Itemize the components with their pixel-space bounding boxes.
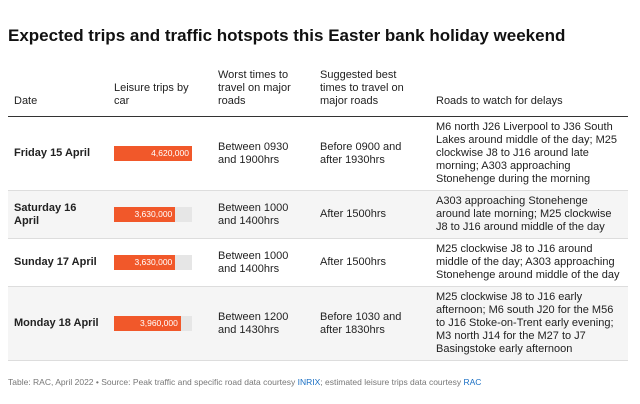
table-row: Sunday 17 April 3,630,000 Between 1000 and…: [8, 238, 628, 287]
column-header: Roads to watch for delays: [430, 62, 628, 117]
best-times-cell: Before 0900 and after 1930hrs: [314, 116, 430, 191]
footer-link[interactable]: RAC: [463, 377, 482, 387]
bar: 3,960,000: [114, 316, 181, 331]
roads-cell: M25 clockwise J8 to J16 around middle of…: [430, 238, 628, 287]
table: Date Leisure trips by car Worst times to t…: [8, 62, 628, 361]
footer: Table: RAC, April 2022 • Source: Peak tr…: [8, 377, 481, 387]
worst-times-cell: Between 1000 and 1400hrs: [212, 238, 314, 287]
bar-track: 4,620,000: [114, 146, 192, 161]
worst-times-cell: Between 0930 and 1900hrs: [212, 116, 314, 191]
bar-label: 4,620,000: [151, 148, 189, 158]
column-header: Leisure trips by car: [108, 62, 212, 117]
date-cell: Monday 18 April: [8, 286, 108, 361]
title: Expected trips and traffic hotspots this…: [8, 26, 566, 45]
footer-link[interactable]: INRIX: [297, 377, 321, 387]
best-times-cell: After 1500hrs: [314, 238, 430, 287]
column-header: Worst times to travel on major roads: [212, 62, 314, 117]
roads-cell: M6 north J26 Liverpool to J36 South Lake…: [430, 116, 628, 191]
bar: 3,630,000: [114, 207, 176, 222]
bar-label: 3,630,000: [134, 257, 173, 267]
footer-text: Table: RAC, April 2022 • Source: Peak tr…: [8, 377, 298, 387]
column-header: Suggested best times to travel on major …: [314, 62, 430, 117]
date-cell: Friday 15 April: [8, 116, 108, 191]
bar-track: 3,960,000: [114, 316, 192, 331]
best-times-cell: After 1500hrs: [314, 190, 430, 239]
bar-label: 3,630,000: [134, 209, 173, 219]
best-times-cell: Before 1030 and after 1830hrs: [314, 286, 430, 361]
trips-cell: 3,630,000: [108, 190, 212, 239]
table-row: Monday 18 April 3,960,000 Between 1200 and…: [8, 286, 628, 361]
column-header: Date: [8, 62, 108, 117]
trips-cell: 3,960,000: [108, 286, 212, 361]
trips-cell: 3,630,000: [108, 238, 212, 287]
bar: 3,630,000: [114, 255, 176, 270]
table-row: Friday 15 April 4,620,000 Between 0930 and…: [8, 116, 628, 191]
roads-cell: A303 approaching Stonehenge around late …: [430, 190, 628, 239]
bar-track: 3,630,000: [114, 207, 192, 222]
date-cell: Sunday 17 April: [8, 238, 108, 287]
trips-cell: 4,620,000: [108, 116, 212, 191]
table-body: Friday 15 April 4,620,000 Between 0930 and…: [8, 116, 628, 361]
bar: 4,620,000: [114, 146, 192, 161]
bar-label: 3,960,000: [140, 318, 178, 328]
worst-times-cell: Between 1200 and 1430hrs: [212, 286, 314, 361]
table-row: Saturday 16 April 3,630,000 Between 1000 a…: [8, 190, 628, 239]
date-cell: Saturday 16 April: [8, 190, 108, 239]
footer-text: ; estimated leisure trips data courtesy: [320, 377, 464, 387]
worst-times-cell: Between 1000 and 1400hrs: [212, 190, 314, 239]
roads-cell: M25 clockwise J8 to J16 early afternoon;…: [430, 286, 628, 361]
header-row: Date Leisure trips by car Worst times to t…: [8, 62, 628, 117]
bar-track: 3,630,000: [114, 255, 192, 270]
